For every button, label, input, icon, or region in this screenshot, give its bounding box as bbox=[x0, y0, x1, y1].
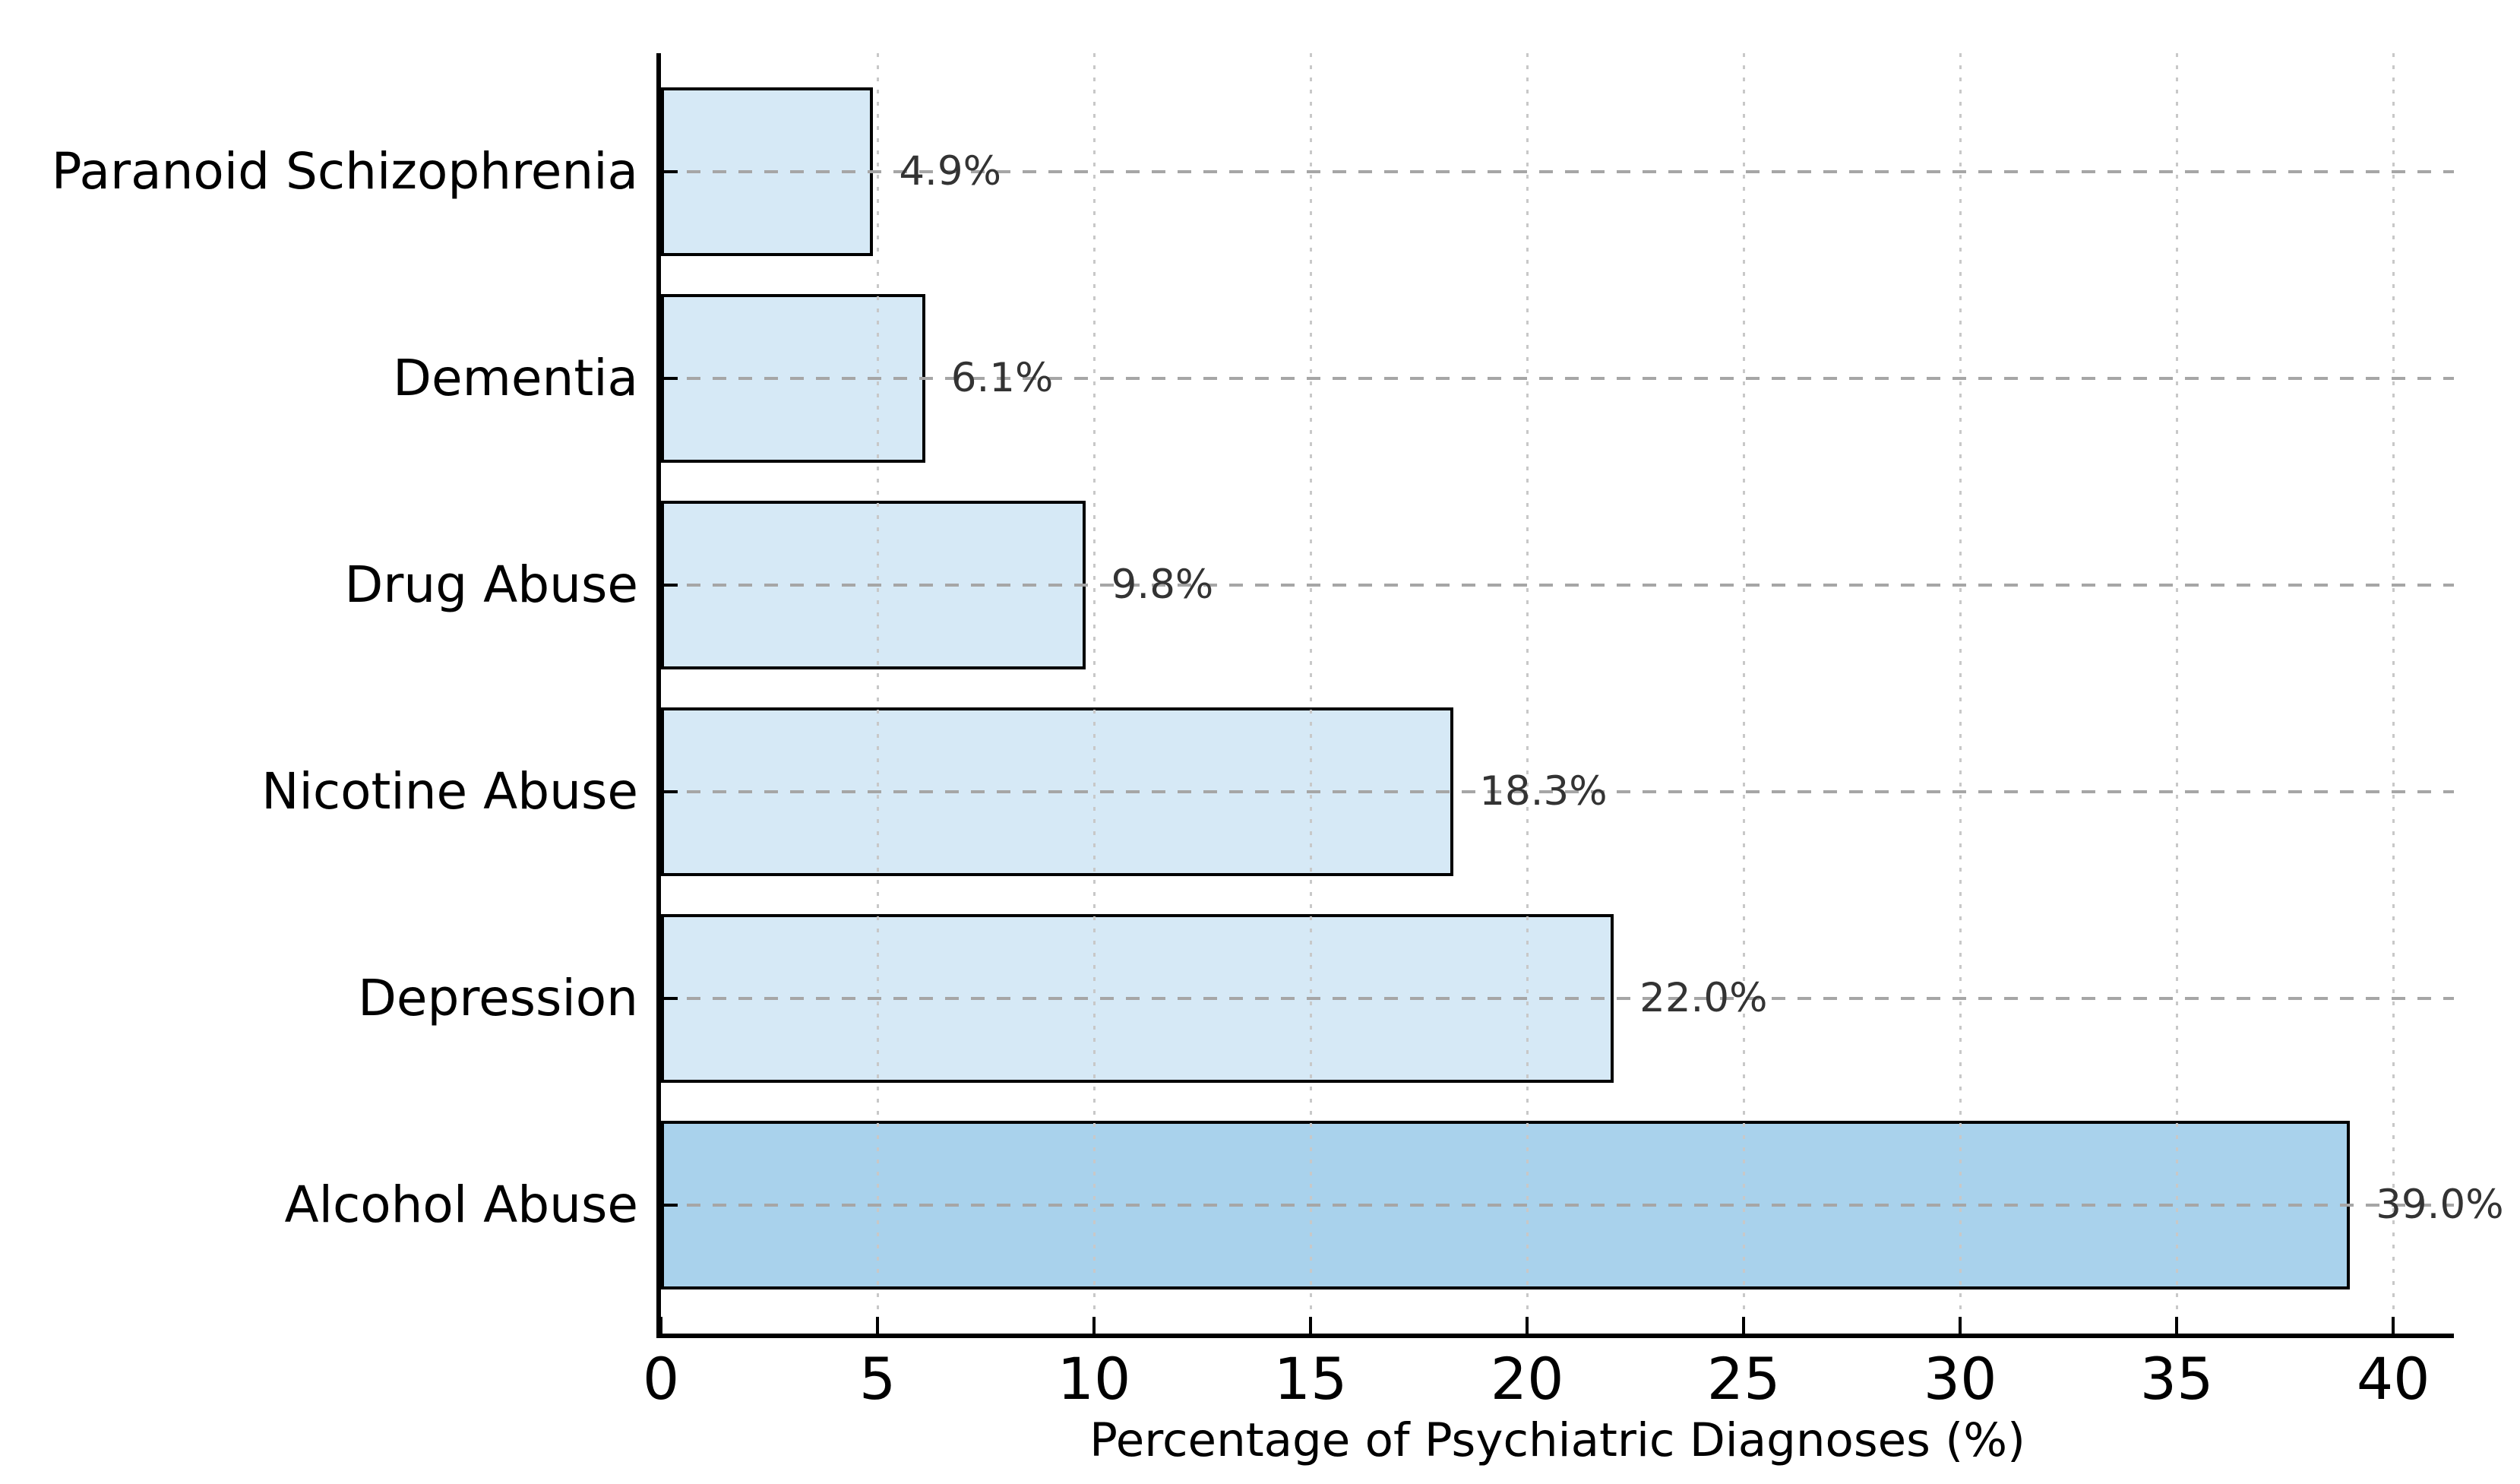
x-tick-25 bbox=[1742, 1317, 1746, 1334]
y-axis-label-drug-abuse: Drug Abuse bbox=[344, 555, 638, 614]
y-tick-alcohol-abuse bbox=[661, 1204, 678, 1207]
gridline-v-20 bbox=[1526, 53, 1529, 1334]
x-tick-label-35: 35 bbox=[2139, 1345, 2214, 1413]
x-tick-label-0: 0 bbox=[642, 1345, 680, 1413]
x-tick-label-40: 40 bbox=[2356, 1345, 2430, 1413]
gridline-h-dementia bbox=[661, 377, 2454, 380]
gridline-h-nicotine-abuse bbox=[661, 790, 2454, 793]
y-tick-nicotine-abuse bbox=[661, 790, 678, 793]
x-tick-15 bbox=[1309, 1317, 1313, 1334]
y-tick-dementia bbox=[661, 377, 678, 380]
y-tick-paranoid-schizophrenia bbox=[661, 170, 678, 173]
y-axis-label-paranoid-schizophrenia: Paranoid Schizophrenia bbox=[51, 142, 638, 201]
y-tick-drug-abuse bbox=[661, 584, 678, 587]
x-tick-30 bbox=[1959, 1317, 1962, 1334]
x-tick-40 bbox=[2392, 1317, 2395, 1334]
y-axis-label-nicotine-abuse: Nicotine Abuse bbox=[261, 762, 638, 821]
gridline-v-10 bbox=[1092, 53, 1096, 1334]
x-tick-10 bbox=[1092, 1317, 1096, 1334]
value-label-alcohol-abuse: 39.0% bbox=[2376, 1182, 2504, 1228]
x-tick-label-25: 25 bbox=[1706, 1345, 1781, 1413]
y-axis-label-dementia: Dementia bbox=[393, 349, 638, 407]
value-label-paranoid-schizophrenia: 4.9% bbox=[899, 148, 1001, 195]
gridline-v-35 bbox=[2175, 53, 2178, 1334]
y-axis-spine bbox=[656, 53, 661, 1338]
x-tick-0 bbox=[659, 1317, 662, 1334]
x-tick-20 bbox=[1526, 1317, 1529, 1334]
value-label-dementia: 6.1% bbox=[950, 355, 1054, 401]
gridline-h-alcohol-abuse bbox=[661, 1204, 2454, 1207]
gridline-h-drug-abuse bbox=[661, 584, 2454, 587]
gridline-v-5 bbox=[876, 53, 879, 1334]
y-tick-depression bbox=[661, 997, 678, 1000]
gridline-h-depression bbox=[661, 997, 2454, 1000]
gridline-v-40 bbox=[2392, 53, 2395, 1334]
x-tick-label-15: 15 bbox=[1273, 1345, 1348, 1413]
y-axis-label-depression: Depression bbox=[358, 969, 638, 1027]
gridline-h-paranoid-schizophrenia bbox=[661, 170, 2454, 173]
value-label-drug-abuse: 9.8% bbox=[1111, 562, 1214, 608]
gridline-v-30 bbox=[1959, 53, 1962, 1334]
gridline-v-15 bbox=[1309, 53, 1312, 1334]
y-axis-label-alcohol-abuse: Alcohol Abuse bbox=[284, 1175, 638, 1234]
x-tick-35 bbox=[2175, 1317, 2179, 1334]
value-label-nicotine-abuse: 18.3% bbox=[1479, 768, 1608, 815]
gridline-v-25 bbox=[1742, 53, 1745, 1334]
x-tick-label-5: 5 bbox=[858, 1345, 896, 1413]
x-tick-label-20: 20 bbox=[1490, 1345, 1564, 1413]
x-tick-label-30: 30 bbox=[1923, 1345, 1997, 1413]
x-tick-5 bbox=[876, 1317, 880, 1334]
x-axis-title: Percentage of Psychiatric Diagnoses (%) bbox=[1089, 1413, 2025, 1467]
value-label-depression: 22.0% bbox=[1639, 975, 1768, 1021]
x-tick-label-10: 10 bbox=[1057, 1345, 1131, 1413]
x-axis-spine bbox=[656, 1334, 2454, 1338]
